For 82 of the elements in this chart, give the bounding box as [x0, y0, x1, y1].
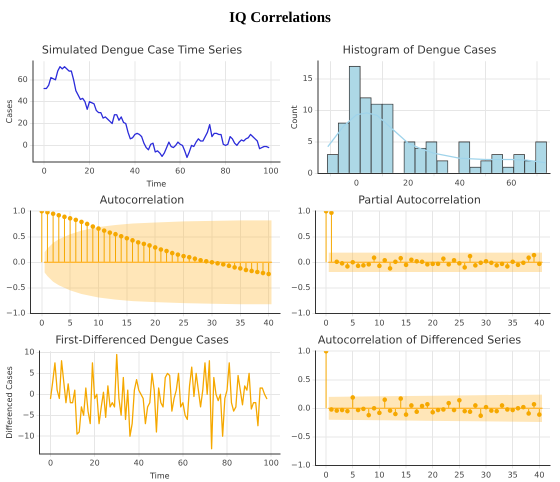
y-tick-label: −0.5 — [290, 432, 310, 441]
x-tick-label: 100 — [263, 166, 279, 176]
y-axis-title: Cases — [4, 100, 14, 124]
y-tick-label: 20 — [18, 118, 28, 128]
y-tick-label: 10 — [24, 348, 34, 357]
x-tick-label: 35 — [508, 470, 518, 480]
x-tick-label: 20 — [84, 166, 95, 176]
y-tick-label: 5 — [308, 136, 313, 146]
x-tick-label: 30 — [206, 318, 218, 328]
y-tick-label: 0 — [22, 140, 28, 150]
x-tick-label: 35 — [235, 318, 246, 328]
y-tick-label: 0.5 — [298, 374, 310, 384]
x-tick-label: 10 — [93, 318, 104, 328]
x-tick-label: 35 — [508, 318, 518, 328]
x-tick-label: 15 — [400, 318, 412, 328]
x-tick-label: 0 — [324, 470, 329, 480]
chart-title: Autocorrelation of Differenced Series — [318, 333, 522, 346]
x-tick-label: 40 — [134, 458, 144, 468]
x-axis-title: Time — [146, 179, 166, 188]
x-tick-label: 30 — [480, 318, 492, 328]
y-tick-label: 0.5 — [12, 232, 26, 241]
y-tick-label: 0.5 — [298, 232, 310, 241]
x-tick-label: 60 — [175, 166, 186, 176]
y-tick-label: 10 — [302, 105, 313, 114]
chart-title: Autocorrelation — [100, 193, 184, 206]
x-tick-label: 20 — [428, 470, 438, 480]
x-tick-label: 40 — [534, 318, 544, 328]
x-tick-label: 25 — [454, 318, 464, 328]
x-tick-label: 15 — [400, 470, 412, 480]
x-tick-label: 60 — [506, 178, 516, 188]
chart-title: Simulated Dengue Case Time Series — [42, 43, 242, 56]
y-tick-label: 15 — [302, 74, 313, 83]
y-tick-label: −5 — [22, 410, 34, 420]
x-tick-label: 60 — [178, 458, 188, 468]
x-tick-label: 100 — [264, 458, 279, 468]
x-tick-label: 40 — [534, 470, 544, 480]
y-tick-label: 1.0 — [298, 206, 310, 216]
x-axis-title: Time — [148, 471, 170, 480]
y-tick-label: 0.0 — [298, 403, 310, 412]
y-tick-label: −0.5 — [6, 282, 26, 292]
x-tick-label: 0 — [354, 178, 360, 188]
x-tick-label: 10 — [374, 318, 384, 328]
x-tick-label: 25 — [178, 318, 189, 328]
x-tick-label: 40 — [130, 166, 140, 176]
y-tick-label: 40 — [18, 96, 28, 106]
x-tick-label: 40 — [264, 318, 274, 328]
x-tick-label: 25 — [454, 470, 464, 480]
chart-title: Histogram of Dengue Cases — [342, 43, 497, 56]
y-tick-label: 0.0 — [298, 257, 310, 266]
x-tick-label: 5 — [350, 470, 356, 480]
y-tick-label: 1.0 — [298, 346, 310, 356]
x-tick-label: 0 — [42, 166, 47, 176]
x-tick-label: 5 — [68, 318, 73, 328]
x-tick-label: 40 — [454, 178, 465, 188]
x-tick-label: 80 — [222, 458, 232, 468]
text: IQ Correlations — [228, 9, 332, 28]
y-tick-label: −0.5 — [290, 282, 310, 292]
x-tick-label: 0 — [324, 318, 329, 328]
x-tick-label: 15 — [122, 318, 132, 328]
x-tick-label: 80 — [220, 166, 231, 176]
y-tick-label: 5 — [29, 368, 34, 378]
y-axis-title: Count — [290, 105, 299, 130]
x-tick-label: 20 — [90, 458, 100, 468]
y-tick-label: 0 — [29, 389, 34, 398]
x-tick-label: 20 — [428, 318, 438, 328]
y-tick-label: 60 — [18, 74, 28, 84]
x-tick-label: 5 — [350, 318, 356, 328]
x-tick-label: 20 — [150, 318, 160, 328]
y-tick-label: −1.0 — [290, 308, 310, 318]
chart-title: First-Differenced Dengue Cases — [55, 333, 229, 346]
x-tick-label: 20 — [402, 178, 414, 188]
y-tick-label: 0.0 — [12, 257, 26, 266]
x-tick-label: 10 — [374, 470, 384, 480]
y-tick-label: −1.0 — [6, 308, 26, 318]
y-tick-label: −1.0 — [290, 460, 310, 470]
x-tick-label: 0 — [39, 318, 44, 328]
x-tick-label: 0 — [48, 458, 54, 468]
y-tick-label: 1.0 — [12, 206, 26, 216]
x-tick-label: 30 — [480, 470, 492, 480]
y-axis-title: Differenced Cases — [4, 366, 14, 439]
chart-title: Partial Autocorrelation — [358, 193, 481, 206]
y-tick-label: −10 — [18, 431, 34, 440]
